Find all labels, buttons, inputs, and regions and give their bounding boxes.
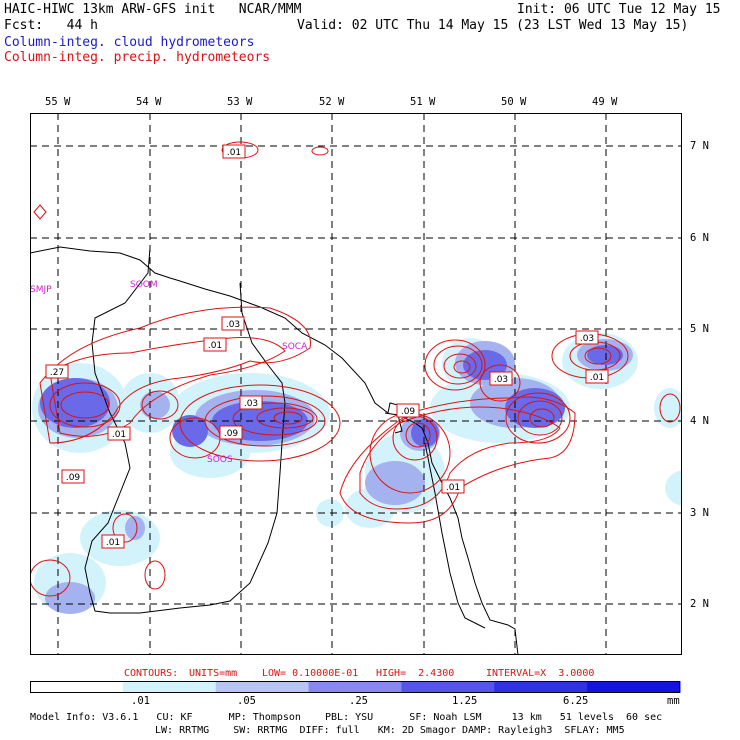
contour-labels: .01 .03 .01 .27 .03 .09 .01 .09 .01 .09 … bbox=[45, 144, 609, 549]
colorbar-frame bbox=[30, 681, 680, 693]
colorbar-segment bbox=[215, 681, 310, 693]
colorbar-segment bbox=[122, 681, 217, 693]
init-time: Init: 06 UTC Tue 12 May 15 bbox=[517, 2, 721, 17]
forecast-hour: Fcst: 44 h bbox=[4, 18, 98, 33]
svg-text:.09: .09 bbox=[401, 407, 416, 417]
colorbar-segments bbox=[30, 681, 681, 693]
svg-text:.03: .03 bbox=[580, 334, 594, 344]
contour-label: .09 bbox=[219, 425, 243, 440]
colorbar-tick: .05 bbox=[237, 695, 256, 707]
lat-label: 4 N bbox=[690, 415, 709, 427]
contour-label: .01 bbox=[101, 534, 125, 549]
colorbar-segment bbox=[494, 681, 588, 693]
colorbar-segment bbox=[587, 681, 681, 693]
contour-label: .01 bbox=[107, 426, 131, 441]
svg-text:.01: .01 bbox=[208, 341, 222, 351]
colorbar-tick: .01 bbox=[131, 695, 150, 707]
svg-text:.01: .01 bbox=[106, 538, 120, 548]
contour-label: .09 bbox=[396, 403, 420, 418]
colorbar-unit: mm bbox=[667, 695, 680, 707]
svg-text:.01: .01 bbox=[227, 148, 241, 158]
lon-label: 51 W bbox=[410, 96, 436, 108]
map-panel: .01 .03 .01 .27 .03 .09 .01 .09 .01 .09 … bbox=[30, 113, 682, 655]
map-frame bbox=[30, 113, 682, 655]
contour-label: .01 bbox=[203, 337, 227, 352]
lon-label: 53 W bbox=[227, 96, 253, 108]
colorbar-segment bbox=[30, 681, 124, 693]
station-label: SMJP bbox=[30, 285, 52, 295]
svg-text:.03: .03 bbox=[244, 399, 258, 409]
contour-label: .03 bbox=[239, 395, 263, 410]
contour-info-interval: INTERVAL=X 3.0000 bbox=[486, 668, 595, 679]
station-labels: SMJP SOOM SOCA SOOS bbox=[30, 280, 308, 465]
lat-lon-grid bbox=[30, 113, 682, 655]
colorbar-tick: 1.25 bbox=[452, 695, 478, 707]
lat-label: 7 N bbox=[690, 140, 709, 152]
lat-label: 2 N bbox=[690, 598, 709, 610]
lat-label: 6 N bbox=[690, 232, 709, 244]
valid-time: Valid: 02 UTC Thu 14 May 15 (23 LST Wed … bbox=[297, 18, 689, 33]
contour-label: .01 bbox=[441, 479, 465, 494]
contour-info-low: LOW= 0.10000E-01 bbox=[262, 668, 359, 679]
svg-text:.09: .09 bbox=[66, 473, 81, 483]
contour-label: .01 bbox=[585, 369, 609, 384]
lon-label: 52 W bbox=[319, 96, 345, 108]
lon-label: 50 W bbox=[501, 96, 527, 108]
colorbar-tick: .25 bbox=[349, 695, 368, 707]
model-info-line1: Model Info: V3.6.1 CU: KF MP: Thompson P… bbox=[30, 712, 663, 723]
lat-label: 5 N bbox=[690, 323, 709, 335]
field-cloud-label: Column-integ. cloud hydrometeors bbox=[4, 35, 255, 50]
svg-text:.03: .03 bbox=[494, 375, 508, 385]
contour-label: .03 bbox=[221, 316, 245, 331]
station-label: SOOM bbox=[130, 280, 158, 290]
contour-label: .01 bbox=[222, 144, 246, 159]
colorbar-segment bbox=[308, 681, 402, 693]
coastline bbox=[30, 246, 519, 655]
station-label: SOCA bbox=[282, 342, 308, 352]
svg-text:.09: .09 bbox=[224, 429, 239, 439]
svg-text:.27: .27 bbox=[50, 368, 64, 378]
colorbar-tick: 6.25 bbox=[563, 695, 589, 707]
contour-info-high: HIGH= 2.4300 bbox=[376, 668, 455, 679]
contour-label: .27 bbox=[45, 364, 69, 379]
contour-label: .09 bbox=[61, 469, 85, 484]
title-left: HAIC-HIWC 13km ARW-GFS init NCAR/MMM bbox=[4, 2, 302, 17]
field-precip-label: Column-integ. precip. hydrometeors bbox=[4, 50, 271, 65]
contour-label: .03 bbox=[489, 371, 513, 386]
contour-info-units: UNITS=mm bbox=[189, 668, 238, 679]
colorbar-segment bbox=[401, 681, 495, 693]
lat-label: 3 N bbox=[690, 507, 709, 519]
lon-label: 55 W bbox=[45, 96, 71, 108]
lon-label: 54 W bbox=[136, 96, 162, 108]
model-info-line2: LW: RRTMG SW: RRTMG DIFF: full KM: 2D Sm… bbox=[155, 725, 625, 736]
svg-text:.01: .01 bbox=[590, 373, 604, 383]
contour-info-contours: CONTOURS: bbox=[124, 668, 179, 679]
svg-text:.01: .01 bbox=[112, 430, 126, 440]
svg-text:.01: .01 bbox=[446, 483, 460, 493]
station-label: SOOS bbox=[207, 455, 233, 465]
lon-label: 49 W bbox=[592, 96, 618, 108]
svg-text:.03: .03 bbox=[226, 320, 240, 330]
contour-label: .03 bbox=[575, 330, 599, 345]
